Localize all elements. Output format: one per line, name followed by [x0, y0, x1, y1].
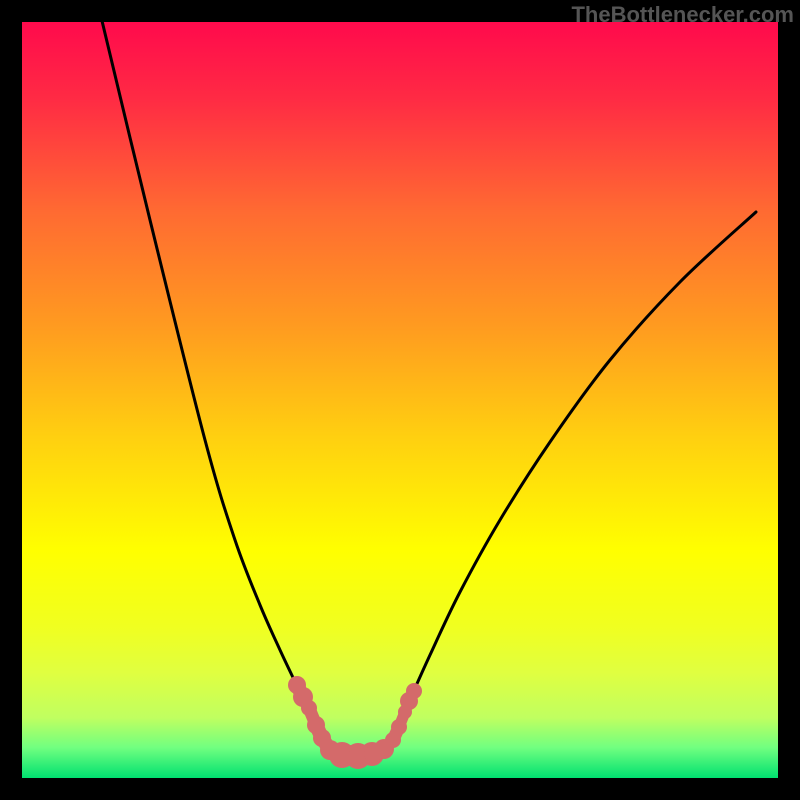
border-left — [0, 0, 22, 800]
border-right — [778, 0, 800, 800]
watermark-text: TheBottlenecker.com — [571, 2, 794, 28]
plot-area — [22, 22, 778, 778]
marker-connector — [372, 749, 384, 754]
marker-connector — [409, 691, 414, 701]
chart-svg — [22, 22, 778, 778]
marker-cluster — [288, 676, 394, 769]
border-bottom — [0, 778, 800, 800]
marker-cluster — [385, 683, 422, 748]
chart-frame: TheBottlenecker.com — [0, 0, 800, 800]
v-curve — [97, 22, 756, 756]
